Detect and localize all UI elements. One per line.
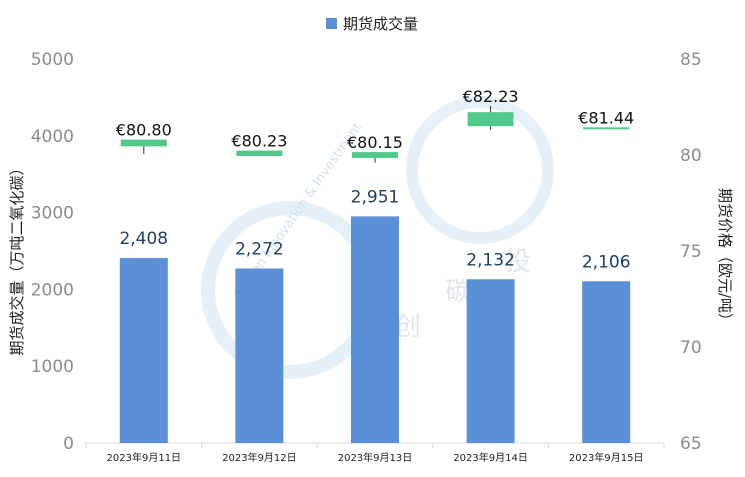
volume-data-label: 2,132 [466, 250, 515, 270]
price-candle [236, 150, 283, 156]
x-tick-label: 2023年9月15日 [569, 451, 644, 464]
volume-bar [119, 258, 168, 443]
volume-bar [351, 216, 399, 443]
price-candle [467, 112, 514, 127]
watermark-char-3: 投 [505, 247, 531, 277]
y-right-axis-title: 期货价格（欧元/吨） [716, 188, 734, 328]
price-data-label: €81.44 [578, 108, 634, 127]
volume-data-label: 2,951 [351, 187, 400, 207]
x-tick-label: 2023年9月12日 [222, 451, 297, 464]
price-candles [120, 106, 630, 163]
y-right-tick-label: 65 [680, 434, 702, 454]
y-right-tick-label: 70 [680, 338, 702, 358]
price-data-label: €82.23 [463, 87, 519, 106]
volume-data-label: 2,272 [235, 240, 284, 260]
y-right-tick-label: 75 [680, 242, 702, 262]
volume-data-label: 2,408 [119, 229, 168, 249]
x-tick-label: 2023年9月14日 [453, 451, 528, 464]
x-tick-label: 2023年9月13日 [338, 451, 413, 464]
y-left-tick-label: 0 [63, 434, 74, 454]
price-candle [583, 127, 630, 130]
volume-bars [119, 216, 631, 443]
y-right-tick-label: 80 [680, 146, 702, 166]
y-left-tick-label: 5000 [31, 50, 74, 70]
data-labels: 2,408 2,272 2,951 2,132 2,106 €80.80 €80.23 €80… [116, 87, 634, 272]
x-tick-label: 2023年9月11日 [107, 451, 182, 464]
price-candle [120, 139, 167, 147]
volume-bar [235, 268, 284, 443]
y-right-tick-label: 85 [680, 50, 702, 70]
price-data-label: €80.80 [116, 121, 172, 140]
price-candle [352, 152, 398, 158]
legend-label: 期货成交量 [343, 15, 418, 33]
y-left-tick-label: 3000 [31, 204, 74, 224]
legend-swatch [326, 18, 337, 29]
volume-bar [582, 281, 631, 443]
y-left-tick-label: 4000 [31, 127, 74, 147]
axes: 2023年9月11日 2023年9月12日 2023年9月13日 2023年9月14日… [31, 50, 702, 464]
legend: 期货成交量 [326, 15, 418, 33]
volume-data-label: 2,106 [582, 252, 631, 272]
volume-bar [466, 279, 515, 443]
y-left-tick-label: 2000 [31, 280, 74, 300]
price-data-label: €80.23 [231, 132, 287, 151]
watermark-char-1: 创 [395, 312, 421, 342]
y-left-axis-title: 期货成交量（万吨二氧化碳） [8, 160, 26, 355]
price-data-label: €80.15 [347, 133, 403, 152]
y-left-tick-label: 1000 [31, 357, 74, 377]
